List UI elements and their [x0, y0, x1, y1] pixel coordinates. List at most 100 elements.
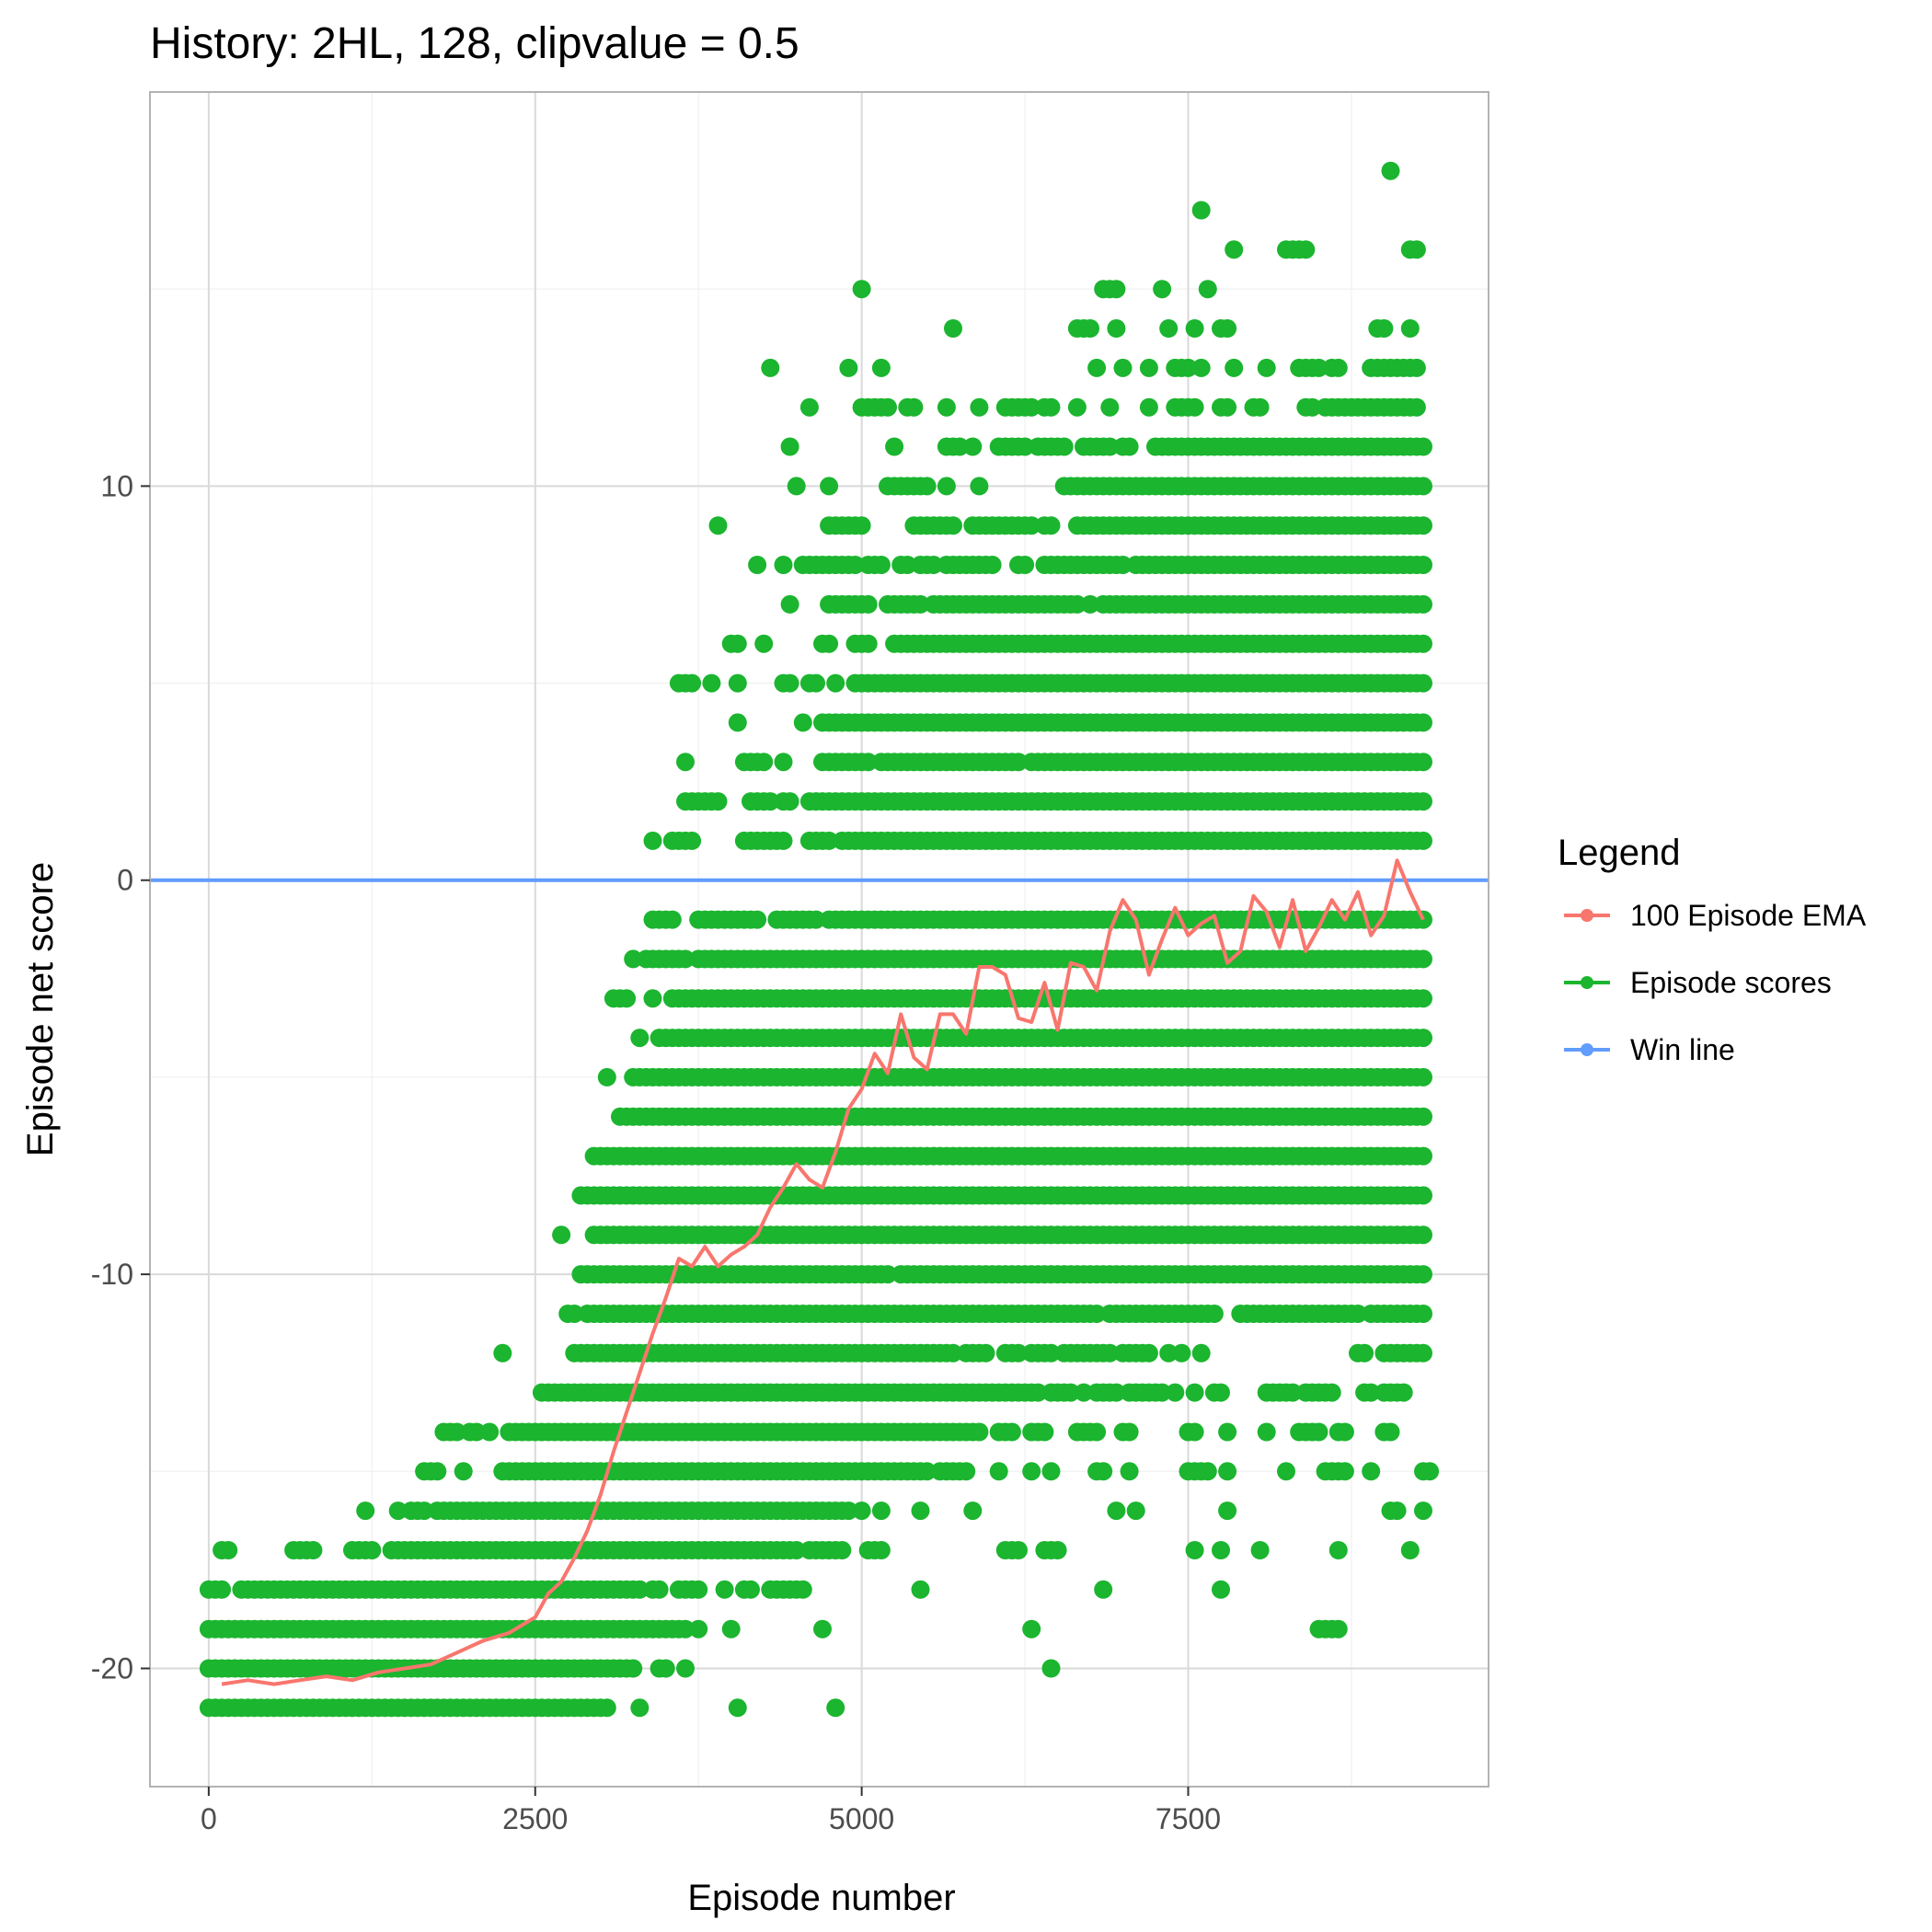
score-point: [1022, 1619, 1041, 1639]
score-point: [683, 673, 702, 693]
score-point: [1041, 1462, 1061, 1481]
score-point: [1139, 397, 1158, 417]
x-axis-ticks: 0 2500 5000 7500: [201, 1787, 1221, 1835]
score-point: [1414, 1343, 1432, 1363]
score-point: [428, 1462, 447, 1481]
legend: Legend 100 Episode EMA Episode scores Wi…: [1558, 833, 1867, 1066]
y-axis-title: Episode net score: [20, 862, 61, 1156]
score-point: [807, 673, 825, 693]
score-point: [937, 477, 956, 496]
score-point: [885, 437, 904, 456]
score-point: [662, 910, 682, 929]
score-point: [1107, 1383, 1126, 1402]
score-point: [1362, 1383, 1381, 1402]
score-point: [780, 792, 799, 811]
score-point: [871, 1541, 891, 1559]
score-point: [1328, 1541, 1348, 1559]
legend-entry-win-line: Win line: [1564, 1033, 1735, 1066]
score-point: [1120, 437, 1139, 456]
legend-entry-scores: Episode scores: [1564, 966, 1832, 999]
y-tick-label: -20: [91, 1651, 133, 1685]
score-point: [1185, 397, 1204, 417]
score-point: [963, 1501, 983, 1521]
score-point: [1414, 477, 1432, 496]
score-point: [552, 1225, 571, 1245]
score-point: [944, 516, 962, 535]
score-point: [624, 1659, 643, 1678]
score-point: [1414, 1265, 1432, 1284]
score-point: [356, 1501, 375, 1521]
score-point: [721, 1619, 741, 1639]
score-point: [1009, 1541, 1028, 1559]
score-point: [630, 1580, 650, 1599]
score-point: [565, 1305, 584, 1323]
score-point: [807, 910, 825, 929]
score-point: [820, 477, 839, 496]
score-point: [1029, 1383, 1048, 1402]
score-point: [689, 1619, 708, 1639]
score-point: [839, 358, 858, 377]
score-point: [415, 1501, 434, 1521]
score-point: [1107, 280, 1126, 299]
score-point: [1022, 397, 1041, 417]
score-point: [1381, 161, 1400, 180]
score-point: [1414, 1029, 1432, 1048]
score-point: [597, 1698, 616, 1718]
score-point: [1407, 397, 1426, 417]
score-point: [454, 1462, 473, 1481]
score-point: [976, 1343, 995, 1363]
score-point: [650, 1580, 669, 1599]
score-point: [1394, 1383, 1413, 1402]
score-point: [1185, 319, 1204, 338]
y-tick-label: -10: [91, 1258, 133, 1291]
score-point: [715, 1580, 734, 1599]
score-point: [219, 1541, 238, 1559]
ema-line-layer: [221, 858, 1425, 1686]
score-point: [845, 556, 865, 574]
legend-label-ema: 100 Episode EMA: [1630, 899, 1867, 932]
score-point: [1166, 1383, 1185, 1402]
score-point: [493, 1343, 512, 1363]
score-point: [917, 477, 937, 496]
score-point: [1414, 792, 1432, 811]
score-point: [1414, 1225, 1432, 1245]
x-tick-label: 0: [201, 1802, 217, 1835]
score-point: [1257, 1422, 1276, 1442]
score-point: [643, 989, 662, 1008]
score-point: [944, 1343, 962, 1363]
score-point: [1061, 1383, 1080, 1402]
score-point: [1185, 1422, 1204, 1442]
score-point: [1094, 1580, 1113, 1599]
score-point: [944, 319, 962, 338]
score-point: [787, 477, 806, 496]
score-point: [1414, 989, 1432, 1008]
score-point: [643, 831, 662, 850]
score-point: [852, 516, 871, 535]
score-point: [1153, 1383, 1172, 1402]
score-point: [950, 437, 970, 456]
score-point: [871, 1501, 891, 1521]
score-point: [742, 1580, 760, 1599]
score-point: [1120, 1462, 1139, 1481]
score-point: [1414, 949, 1432, 969]
score-point: [780, 594, 799, 614]
score-point: [1257, 358, 1276, 377]
score-point: [1198, 280, 1217, 299]
score-point: [1414, 1186, 1432, 1205]
score-point: [1387, 1501, 1407, 1521]
score-point: [748, 910, 767, 929]
score-point: [1414, 753, 1432, 772]
score-point: [1048, 1541, 1067, 1559]
score-point: [871, 358, 891, 377]
score-point: [1191, 1343, 1211, 1363]
score-point: [970, 1422, 989, 1442]
score-point: [917, 1462, 937, 1481]
score-point: [1204, 1305, 1224, 1323]
score-point: [676, 949, 695, 969]
score-point: [1414, 831, 1432, 850]
score-point: [1225, 358, 1244, 377]
score-point: [728, 1698, 747, 1718]
score-point: [1374, 319, 1394, 338]
score-point: [1355, 1343, 1374, 1363]
